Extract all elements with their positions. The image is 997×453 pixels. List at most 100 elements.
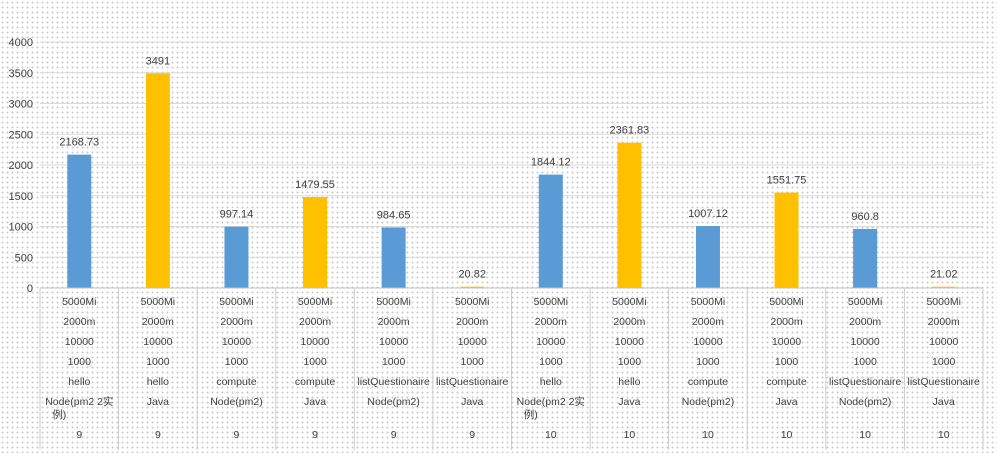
x-category-label: 2000m (456, 316, 488, 328)
gridlines (40, 41, 983, 289)
x-category-label: Java (147, 396, 169, 408)
bar (67, 154, 92, 288)
x-category-label: 5000Mi (848, 296, 882, 308)
x-category-label: Node(pm2 2实例) (45, 395, 113, 421)
x-category-label: 2000m (63, 316, 95, 328)
x-category-label: 5000Mi (612, 296, 646, 308)
bar (224, 226, 249, 288)
x-category-label: 10 (702, 429, 714, 441)
y-axis: 0 500 1000 1500 2000 2500 3000 3500 4000 (9, 37, 33, 295)
x-category-label: 5000Mi (769, 296, 803, 308)
x-category-label: 2000m (299, 316, 331, 328)
y-tick-label: 1500 (9, 191, 33, 203)
y-tick-label: 500 (15, 252, 33, 264)
data-label: 997.14 (220, 209, 254, 221)
y-tick-label: 3500 (9, 68, 33, 80)
x-category-label: listQuestionaire (357, 376, 430, 388)
x-category-label: 9 (234, 429, 240, 441)
x-category-label: 1000 (68, 356, 92, 368)
x-category-label: 10000 (300, 336, 329, 348)
data-label: 21.02 (930, 269, 958, 281)
x-category-label: 1000 (618, 356, 642, 368)
data-label: 2168.73 (59, 137, 99, 149)
bars (67, 73, 956, 288)
x-category-label: 10000 (536, 336, 565, 348)
bar (460, 286, 485, 288)
x-category-label: Node(pm2 2实例) (517, 395, 585, 421)
bar (774, 192, 799, 288)
y-tick-label: 3000 (9, 99, 33, 111)
x-category-label: Java (618, 396, 640, 408)
data-label: 960.8 (851, 211, 879, 223)
data-label: 3491 (146, 55, 170, 67)
bar (145, 73, 170, 288)
x-category-label: 2000m (378, 316, 410, 328)
x-category-label: 9 (391, 429, 397, 441)
y-tick-label: 0 (27, 283, 33, 295)
x-category-label: 1000 (146, 356, 170, 368)
data-label: 984.65 (377, 209, 411, 221)
x-category-label: Node(pm2) (839, 396, 892, 408)
x-category-label: 10 (624, 429, 636, 441)
data-label: 1551.75 (767, 175, 807, 187)
x-category-label: 1000 (853, 356, 877, 368)
x-category-label: 5000Mi (534, 296, 568, 308)
bar (538, 174, 563, 288)
x-category-label: 1000 (225, 356, 249, 368)
data-label: 1007.12 (688, 208, 728, 220)
x-category-label: 10000 (143, 336, 172, 348)
x-category-label: listQuestionaire (829, 376, 902, 388)
x-category-label: 2000m (613, 316, 645, 328)
x-category-label: 10 (859, 429, 871, 441)
x-category-label: 5000Mi (219, 296, 253, 308)
y-tick-label: 2500 (9, 129, 33, 141)
x-category-label: 10000 (458, 336, 487, 348)
x-category-label: 1000 (461, 356, 485, 368)
x-category-label: Node(pm2) (367, 396, 420, 408)
x-category-label: Java (775, 396, 797, 408)
x-category-label: listQuestionaire (436, 376, 509, 388)
data-label: 2361.83 (609, 125, 649, 137)
bar (381, 227, 406, 288)
x-category-label: 1000 (539, 356, 563, 368)
x-category-label: hello (147, 376, 169, 388)
x-category-label: hello (618, 376, 640, 388)
x-category-label: 9 (469, 429, 475, 441)
x-category-label: 2000m (535, 316, 567, 328)
x-category-label: 5000Mi (376, 296, 410, 308)
x-category-label: 9 (155, 429, 161, 441)
x-category-label: 1000 (303, 356, 327, 368)
x-category-label: 5000Mi (691, 296, 725, 308)
x-category-label: 1000 (775, 356, 799, 368)
x-category-label: Java (461, 396, 483, 408)
x-category-label: 2000m (142, 316, 174, 328)
x-category-label: 10000 (615, 336, 644, 348)
x-category-label: 10000 (851, 336, 880, 348)
x-category-label: 1000 (932, 356, 956, 368)
x-axis-category-table: 5000Mi 2000m 10000 1000 hello Node(pm2 2实例) 9 5… (39, 287, 984, 450)
y-tick-label: 1000 (9, 222, 33, 234)
x-category-label: compute (688, 376, 728, 388)
x-category-label: 5000Mi (62, 296, 96, 308)
data-label: 1844.12 (531, 157, 571, 169)
x-category-label: 5000Mi (298, 296, 332, 308)
y-tick-label: 4000 (9, 37, 33, 49)
data-label: 20.82 (458, 269, 486, 281)
bar (931, 286, 956, 288)
bar (617, 142, 642, 288)
x-category-label: 10000 (693, 336, 722, 348)
x-category-label: compute (216, 376, 256, 388)
x-category-label: 2000m (849, 316, 881, 328)
x-category-label: 10 (781, 429, 793, 441)
x-category-label: 2000m (770, 316, 802, 328)
x-category-label: 10000 (222, 336, 251, 348)
x-category-label: listQuestionaire (908, 376, 981, 388)
data-label: 1479.55 (295, 179, 335, 191)
x-category-label: 5000Mi (455, 296, 489, 308)
bar (303, 197, 328, 288)
x-category-label: 2000m (928, 316, 960, 328)
y-tick-label: 2000 (9, 160, 33, 172)
x-category-label: 10000 (772, 336, 801, 348)
x-category-label: 5000Mi (926, 296, 960, 308)
data-labels: 2168.73 3491 997.14 1479.55 984.65 20.82 1844.… (59, 55, 957, 280)
